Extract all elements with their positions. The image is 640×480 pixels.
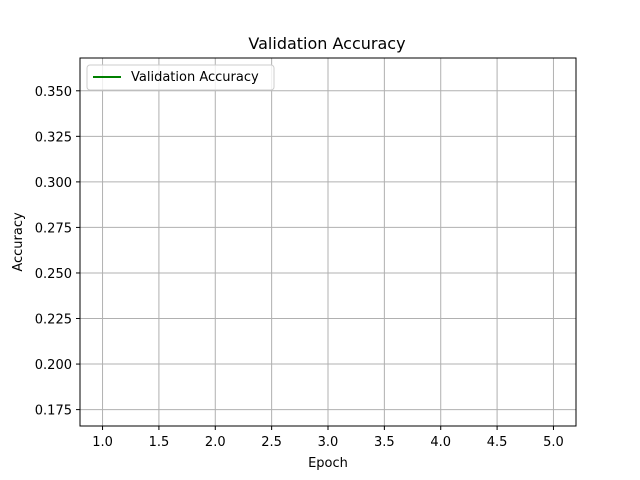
y-axis-label: Accuracy	[11, 212, 26, 272]
x-axis-ticks: 1.0 1.5 2.0 2.5 3.0 3.5 4.0 4.5 5.0	[92, 426, 564, 450]
y-tick-label: 0.300	[35, 176, 72, 191]
y-tick-label: 0.350	[35, 85, 72, 100]
legend-box	[86, 64, 275, 91]
x-axis-label: Epoch	[308, 456, 348, 471]
y-tick-label: 0.275	[35, 221, 72, 236]
x-tick-label: 1.0	[92, 435, 113, 450]
x-tick-label: 4.0	[430, 435, 451, 450]
y-tick-label: 0.200	[35, 358, 72, 373]
legend-label-validation-accuracy: Validation Accuracy	[131, 70, 259, 85]
x-tick-label: 2.5	[261, 435, 282, 450]
x-tick-label: 3.0	[318, 435, 339, 450]
x-tick-label: 3.5	[374, 435, 395, 450]
chart-title: Validation Accuracy	[248, 34, 405, 53]
y-axis-ticks: 0.175 0.200 0.225 0.250 0.275 0.300 0.325 0.350	[35, 85, 80, 419]
y-tick-label: 0.175	[35, 404, 72, 419]
x-tick-label: 5.0	[543, 435, 564, 450]
x-tick-label: 1.5	[149, 435, 170, 450]
y-tick-label: 0.225	[35, 313, 72, 328]
y-tick-label: 0.250	[35, 267, 72, 282]
legend: Validation Accuracy	[86, 64, 275, 91]
x-tick-label: 4.5	[487, 435, 508, 450]
x-tick-label: 2.0	[205, 435, 226, 450]
y-tick-label: 0.325	[35, 130, 72, 145]
grid-lines	[80, 58, 576, 426]
